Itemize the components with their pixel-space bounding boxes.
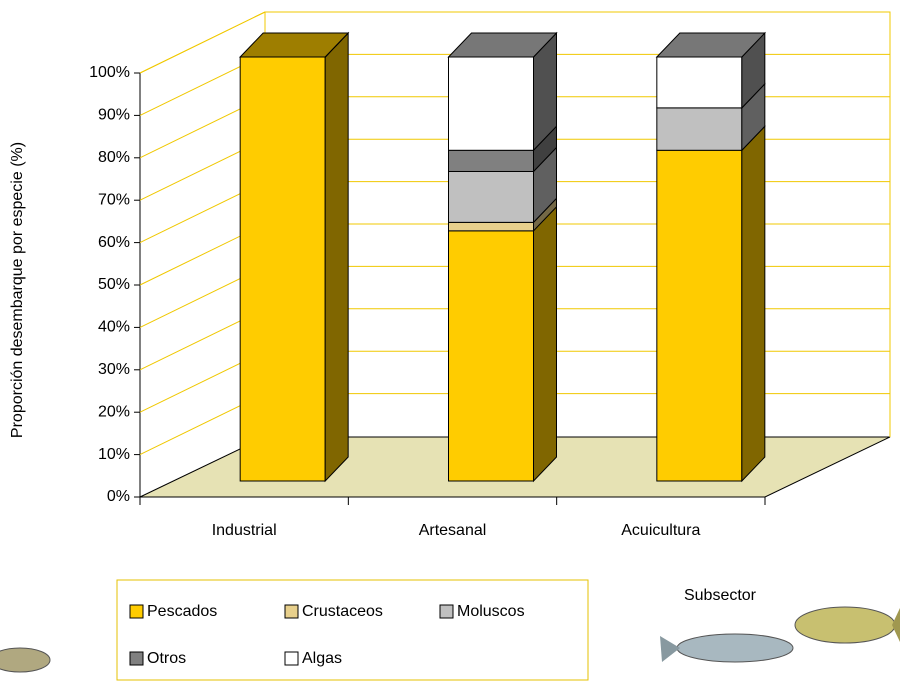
bar-segment (656, 56, 743, 109)
x-tick-label: Acuicultura (621, 522, 700, 539)
y-axis-title: Proporción desembarque por especie (%) (9, 142, 26, 438)
bar-segment (448, 170, 534, 223)
legend-label: Moluscos (457, 603, 525, 620)
y-tick-label: 60% (98, 234, 130, 251)
y-tick-label: 100% (89, 64, 130, 81)
y-tick-label: 40% (98, 319, 130, 336)
legend: Pescados Crustaceos Moluscos Otros Algas (129, 603, 525, 667)
legend-label: Otros (147, 650, 186, 667)
y-tick-label: 50% (98, 276, 130, 293)
y-tick-label: 70% (98, 191, 130, 208)
y-tick-label: 10% (98, 446, 130, 463)
x-tick-label: Industrial (212, 522, 277, 539)
legend-label: Crustaceos (302, 603, 383, 620)
x-tick-label: Artesanal (419, 522, 487, 539)
bar-side (324, 31, 349, 483)
x-axis-title: Subsector (684, 587, 757, 604)
legend-swatch (439, 604, 454, 619)
legend-box (116, 579, 589, 681)
legend-swatch (284, 604, 299, 619)
legend-swatch (284, 651, 299, 666)
bar-segment (656, 107, 743, 151)
bar-top (655, 32, 767, 58)
y-tick-label: 30% (98, 361, 130, 378)
bar-segment (448, 221, 534, 232)
legend-swatch (129, 604, 144, 619)
bar-segment (448, 56, 534, 151)
legend-label: Pescados (147, 603, 217, 620)
bar-top (238, 32, 350, 58)
bar-segment (448, 230, 534, 482)
bar-segment (448, 149, 534, 172)
bar-side (533, 205, 557, 483)
bars (238, 31, 767, 483)
bar-segment (656, 149, 743, 482)
bar-segment (239, 56, 326, 482)
fish-illustration (0, 606, 900, 673)
bar-top (447, 32, 558, 58)
y-tick-label: 90% (98, 107, 130, 124)
y-tick-label: 0% (107, 488, 130, 505)
bar-side (741, 125, 766, 483)
legend-label: Algas (302, 650, 342, 667)
y-tick-label: 80% (98, 149, 130, 166)
y-tick-label: 20% (98, 403, 130, 420)
grid-line (139, 11, 890, 74)
legend-swatch (129, 651, 144, 666)
